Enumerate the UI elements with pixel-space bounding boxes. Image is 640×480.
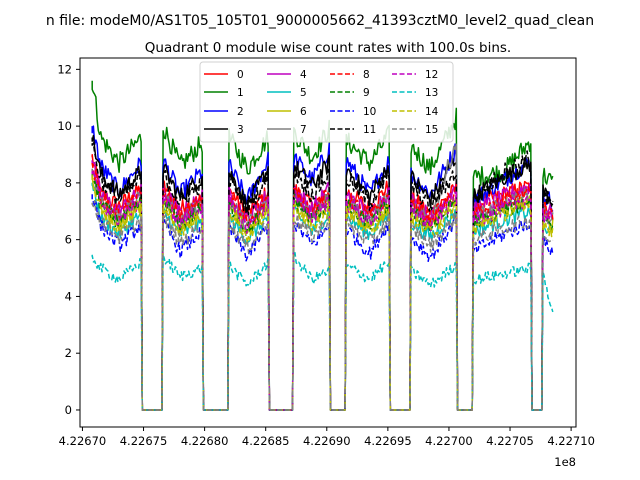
x-tick-label: 4.22705: [486, 434, 534, 448]
y-tick-label: 8: [65, 176, 72, 190]
x-axis: 4.22670 4.22675 4.22680 4.22685 4.22690 4.226…: [59, 427, 595, 448]
series-line-11: [91, 142, 554, 411]
legend-label-5: 5: [300, 87, 307, 99]
series-layer: [91, 80, 554, 411]
series-line-3: [91, 134, 554, 411]
y-tick-label: 12: [57, 62, 72, 76]
legend-label-14: 14: [425, 106, 439, 118]
legend-label-3: 3: [237, 124, 244, 136]
y-tick-label: 6: [65, 233, 72, 247]
legend-label-11: 11: [363, 124, 376, 136]
y-tick-label: 2: [65, 346, 72, 360]
x-offset-label: 1e8: [554, 455, 576, 469]
legend-label-12: 12: [425, 69, 438, 81]
legend-label-2: 2: [237, 106, 244, 118]
x-tick-label: 4.22700: [425, 434, 473, 448]
x-tick-label: 4.22685: [242, 434, 290, 448]
legend-label-4: 4: [300, 69, 307, 81]
series-line-5: [91, 182, 554, 411]
series-line-15: [91, 199, 554, 411]
legend-box: [199, 61, 454, 143]
legend-label-0: 0: [237, 69, 244, 81]
y-tick-label: 0: [65, 403, 72, 417]
plot-area-frame: [79, 57, 577, 428]
x-tick-label: 4.22690: [303, 434, 351, 448]
series-line-13: [91, 252, 554, 411]
x-tick-label: 4.22680: [181, 434, 229, 448]
series-line-10: [91, 194, 554, 411]
x-tick-label: 4.22675: [120, 434, 168, 448]
y-axis: 0 2 4 6 8 10 12: [57, 62, 80, 417]
figure-suptitle: n file: modeM0/AS1T05_105T01_9000005662_…: [46, 13, 594, 29]
legend-label-15: 15: [425, 124, 438, 136]
chart-title: Quadrant 0 module wise count rates with …: [145, 40, 511, 56]
series-line-14: [91, 174, 554, 411]
x-tick-label: 4.22710: [547, 434, 595, 448]
legend-label-13: 13: [425, 87, 438, 99]
legend-label-1: 1: [237, 87, 244, 99]
legend-label-10: 10: [363, 106, 376, 118]
legend-label-8: 8: [363, 69, 370, 81]
y-tick-label: 4: [65, 289, 72, 303]
legend-label-9: 9: [363, 87, 370, 99]
legend-label-6: 6: [300, 106, 307, 118]
x-tick-label: 4.22670: [59, 434, 107, 448]
x-tick-label: 4.22695: [364, 434, 412, 448]
legend-label-7: 7: [300, 124, 307, 136]
y-tick-label: 10: [57, 119, 72, 133]
